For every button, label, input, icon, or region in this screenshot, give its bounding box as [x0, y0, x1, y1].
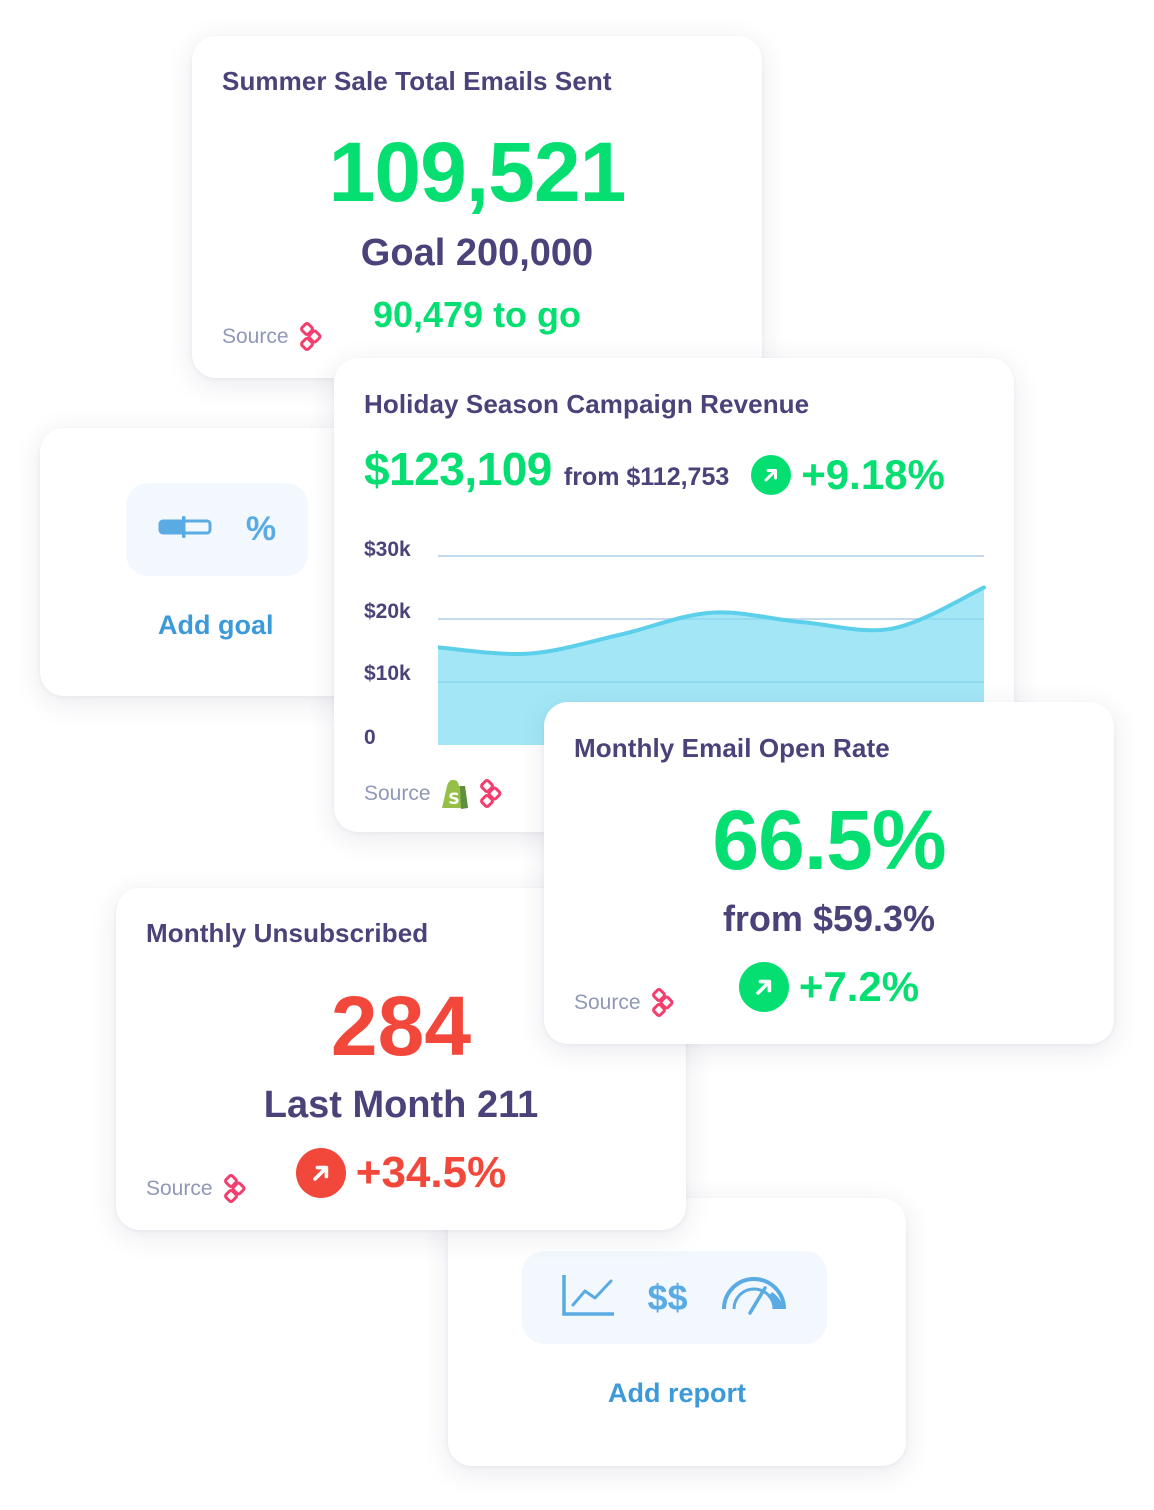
remaining-value: 90,479 to go [372, 294, 582, 335]
add-report-button[interactable]: Add report [608, 1378, 746, 1408]
unsubscribed-change-value: +34.5% [355, 1148, 507, 1197]
card-title: Holiday Season Campaign Revenue [364, 389, 810, 419]
revenue-value: $123,109 [364, 443, 552, 495]
revenue-previous: from $112,753 [563, 463, 730, 491]
dollar-icon: $$ [647, 1276, 688, 1318]
gauge-icon [720, 1275, 788, 1320]
integration-logo-icon [299, 321, 325, 353]
revenue-change-value: +9.18% [801, 451, 945, 498]
svg-text:S: S [448, 789, 460, 808]
source-row: Source [574, 987, 677, 1019]
source-row: Source [146, 1173, 249, 1205]
emails-sent-value: 109,521 [328, 125, 627, 219]
unsubscribed-value: 284 [330, 979, 472, 1073]
revenue-change: +9.18% [751, 451, 945, 499]
percent-icon: % [245, 510, 277, 548]
y-tick-label: $10k [364, 662, 411, 685]
open-rate-value: 66.5% [712, 793, 946, 887]
source-row: Source S [364, 778, 505, 810]
y-tick-label: 0 [364, 726, 376, 749]
unsubscribed-change: +34.5% [116, 1148, 686, 1198]
integration-logo-icon [223, 1173, 249, 1205]
add-goal-button[interactable]: Add goal [158, 610, 274, 640]
y-tick-label: $20k [364, 600, 411, 623]
open-rate-change: +7.2% [544, 962, 1114, 1012]
arrow-up-right-icon [295, 1148, 346, 1198]
integration-logo-icon [479, 778, 505, 810]
integration-logo-icon [651, 987, 677, 1019]
source-row: Source [222, 321, 325, 353]
goal-icon-group: % [126, 483, 308, 576]
open-rate-card[interactable]: Monthly Email Open Rate 66.5% from $59.3… [544, 702, 1114, 1044]
emails-sent-card[interactable]: Summer Sale Total Emails Sent 109,521 Go… [192, 36, 762, 378]
arrow-up-right-icon [738, 962, 789, 1012]
revenue-headline: $123,109 from $112,753 +9.18% [364, 442, 945, 499]
report-icon-group: $$ [522, 1251, 827, 1344]
source-label: Source [574, 991, 641, 1014]
arrow-up-right-icon [751, 455, 792, 495]
open-rate-change-value: +7.2% [798, 963, 920, 1010]
goal-value: Goal 200,000 [360, 232, 594, 274]
card-title: Summer Sale Total Emails Sent [222, 66, 612, 96]
add-report-card[interactable]: $$ Add report [448, 1198, 906, 1466]
add-goal-card[interactable]: % Add goal [40, 428, 370, 696]
card-title: Monthly Email Open Rate [574, 733, 890, 763]
open-rate-previous: from $59.3% [722, 898, 936, 939]
last-month-value: Last Month 211 [263, 1084, 539, 1126]
source-label: Source [364, 782, 431, 805]
progress-bar-icon [158, 515, 212, 544]
source-label: Source [146, 1177, 213, 1200]
source-label: Source [222, 325, 289, 348]
y-tick-label: $30k [364, 538, 411, 561]
card-title: Monthly Unsubscribed [146, 918, 429, 948]
line-chart-icon [561, 1273, 615, 1322]
shopify-icon: S [441, 778, 469, 810]
